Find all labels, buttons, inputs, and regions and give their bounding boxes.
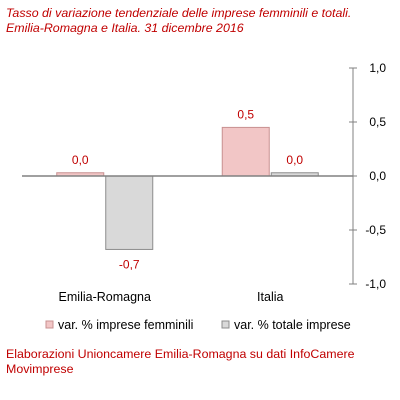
legend-swatch [45,320,54,329]
bar-totale-0 [105,175,154,250]
chart-title-line-1: Tasso di variazione tendenziale delle im… [6,6,352,20]
data-label: 0,5 [237,107,254,121]
data-label: 0,0 [286,153,303,167]
source-note: Elaborazioni Unioncamere Emilia-Romagna … [6,347,355,376]
y-tick-label: -0,5 [365,223,386,237]
bar-femminili-1 [221,126,270,177]
legend-label: var. % totale imprese [234,318,351,332]
y-tick-label: -1,0 [365,277,386,291]
chart-title: Tasso di variazione tendenziale delle im… [6,6,396,36]
y-tick-label: 0,0 [369,169,386,183]
y-tick-label: 0,5 [369,115,386,129]
category-label: Italia [257,290,283,304]
category-label: Emilia-Romagna [59,290,151,304]
chart-title-line-2: Emilia-Romagna e Italia. 31 dicembre 201… [6,21,244,35]
y-tick-label: 1,0 [369,61,386,75]
legend-label: var. % imprese femminili [58,318,193,332]
data-label: -0,7 [119,257,140,271]
data-label: 0,0 [72,153,89,167]
legend-swatch [221,320,230,329]
